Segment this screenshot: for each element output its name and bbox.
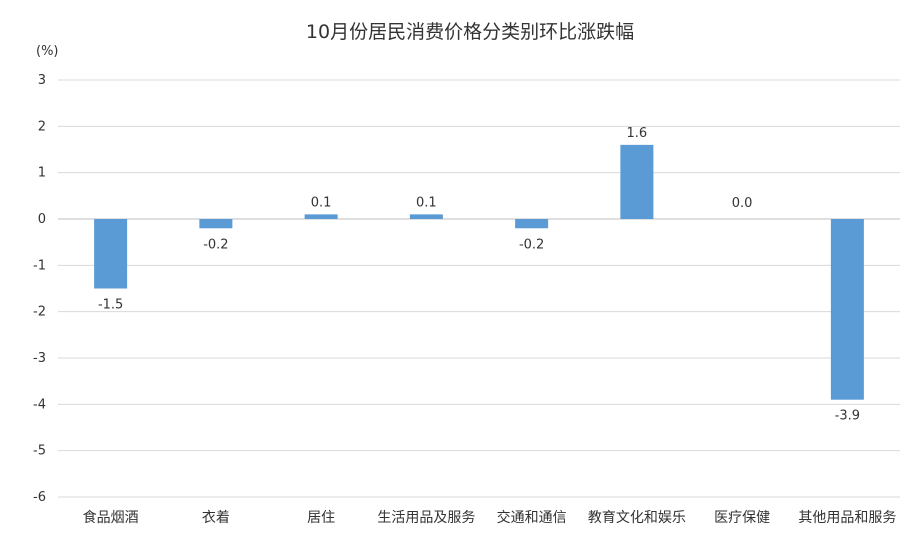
gridlines (58, 79, 900, 498)
data-label: -3.9 (835, 409, 860, 424)
y-tick-label: -6 (33, 490, 46, 505)
y-axis-unit-label: (%) (36, 44, 59, 59)
x-category-label: 其他用品和服务 (798, 510, 896, 526)
bar (304, 214, 338, 219)
x-category-label: 居住 (307, 510, 335, 526)
bar (94, 219, 128, 289)
x-category-label: 生活用品及服务 (377, 510, 475, 526)
y-axis-ticks: 3 2 1 0 -1 -2 -3 -4 -5 -6 (33, 73, 46, 505)
bar (620, 144, 654, 219)
data-label: -0.2 (203, 237, 228, 252)
x-category-label: 交通和通信 (497, 509, 567, 526)
data-label: 0.1 (311, 195, 332, 210)
y-tick-label: 0 (38, 212, 46, 227)
data-labels: -1.5 -0.2 0.1 0.1 -0.2 1.6 0.0 -3.9 (98, 126, 860, 424)
x-category-label: 教育文化和娱乐 (588, 510, 686, 526)
chart-title: 10月份居民消费价格分类别环比涨跌幅 (306, 21, 634, 43)
bars (94, 144, 864, 400)
y-tick-label: -1 (33, 258, 46, 273)
data-label: 0.0 (732, 196, 753, 211)
y-tick-label: -2 (33, 305, 46, 320)
data-label: -1.5 (98, 298, 123, 313)
x-category-label: 衣着 (202, 510, 230, 526)
y-tick-label: 3 (38, 73, 46, 88)
data-label: 1.6 (627, 126, 648, 141)
bar (199, 219, 233, 229)
y-tick-label: 1 (38, 166, 46, 181)
y-tick-label: -3 (33, 351, 46, 366)
bar (409, 214, 443, 219)
bar (830, 219, 864, 400)
data-label: 0.1 (416, 195, 437, 210)
x-category-label: 医疗保健 (714, 510, 770, 526)
y-tick-label: -5 (33, 444, 46, 459)
data-label: -0.2 (519, 237, 544, 252)
y-tick-label: -4 (33, 397, 46, 412)
x-axis-categories: 食品烟酒 衣着 居住 生活用品及服务 交通和通信 教育文化和娱乐 医疗保健 其他用品和服务 (83, 509, 897, 526)
x-category-label: 食品烟酒 (83, 509, 139, 526)
y-tick-label: 2 (38, 119, 46, 134)
bar (515, 219, 549, 229)
